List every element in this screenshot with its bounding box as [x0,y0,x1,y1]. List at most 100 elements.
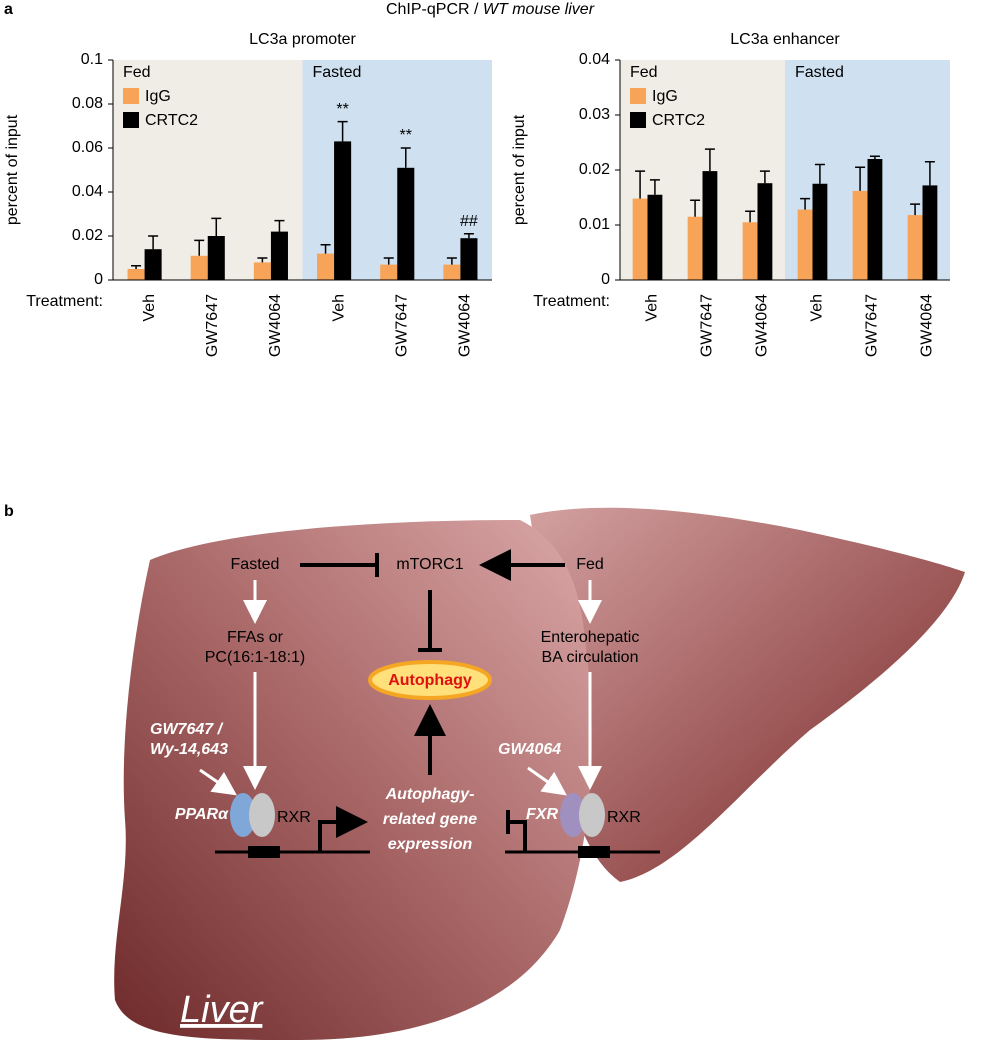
error-bar [446,257,457,265]
legend-swatch [630,112,646,128]
error-bar [148,235,159,250]
panel-label: b [4,503,14,520]
node: PC(16:1-18:1) [205,649,306,666]
bar [757,183,773,280]
region-label: Fed [630,64,658,81]
y-tick-label: 0.1 [81,51,103,68]
node: PPARα [175,806,229,823]
node: Fed [576,556,604,573]
x-tick-label: GW7647 [204,294,221,357]
error-bar [814,163,825,184]
error-bar [800,197,811,210]
y-tick-label: 0 [601,271,610,288]
suptitle: ChIP-qPCR / WT mouse liver [386,1,595,18]
x-tick-label: GW7647 [699,294,716,357]
node: GW7647 / [150,721,224,738]
region-label: Fed [123,64,151,81]
annotation: ** [336,101,348,118]
bar [852,190,868,280]
bar [647,194,663,280]
error-bar [635,170,646,199]
dna-site [578,846,610,858]
dna-site [248,846,280,858]
chart-title: LC3a promoter [249,31,356,48]
y-tick-label: 0.02 [579,161,610,178]
bar [907,215,923,280]
liver-lobe [530,507,965,882]
legend-label: CRTC2 [145,112,198,129]
protein [560,793,586,837]
error-bar [274,219,285,232]
bar [317,253,335,280]
x-tick-label: Veh [809,294,826,322]
bar [702,171,718,280]
x-tick-label: Veh [644,294,661,322]
error-bar [910,203,921,216]
liver-lobe [114,520,592,1040]
annotation: ** [400,127,412,144]
x-tick-label: GW4064 [919,294,936,357]
diagram: b Fasted mTORC1 Fed Autophagy FFAs or PC… [4,503,965,1040]
error-bar [337,120,348,142]
legend-swatch [123,112,139,128]
error-bar [320,244,331,254]
node: Enterohepatic [541,629,640,646]
y-tick-label: 0.06 [72,139,103,156]
organ-label: Liver [180,989,264,1031]
node: BA circulation [542,649,639,666]
protein [249,793,275,837]
y-axis-label: percent of input [4,114,21,225]
region-label: Fasted [313,64,362,81]
node: expression [388,836,473,853]
y-tick-label: 0.04 [72,183,103,200]
x-tick-label: Veh [330,294,347,322]
error-bar [690,199,701,217]
bar [812,183,828,280]
promoter-arrow [318,806,368,852]
error-bar [924,161,935,186]
node: Autophagy- [385,786,475,803]
bar [687,216,703,280]
x-tick-label: GW4064 [267,294,284,357]
error-bar [131,264,142,269]
bar [742,222,758,280]
error-bar [194,239,205,256]
edge [199,768,237,796]
legend-label: IgG [145,88,171,105]
bar [190,255,208,280]
x-tick-label: GW4064 [754,294,771,357]
bar [270,231,288,280]
legend-swatch [123,88,139,104]
y-tick-label: 0.04 [579,51,610,68]
bar [144,249,162,280]
bar [207,236,225,280]
suptitle-part: WT mouse liver [483,1,595,18]
node: FFAs or [227,629,284,646]
protein [230,793,256,837]
bar [253,262,271,280]
node: FXR [526,806,558,823]
legend-label: IgG [652,88,678,105]
legend-swatch [630,88,646,104]
bar [867,159,883,280]
x-tick-label: GW7647 [393,294,410,357]
y-tick-label: 0.02 [72,227,103,244]
error-bar [704,148,715,172]
error-bar [745,210,756,223]
y-tick-label: 0.08 [72,95,103,112]
error-bar [383,257,394,265]
bar [632,198,648,280]
x-axis-label: Treatment: [26,293,103,310]
chart-title: LC3a enhancer [730,31,840,48]
error-bar [463,233,474,239]
error-bar [759,170,770,184]
node: RXR [607,809,641,826]
bar [380,264,398,280]
bar [334,141,352,280]
error-bar [400,147,411,168]
cloud [368,660,492,700]
x-tick-label: GW7647 [864,294,881,357]
node: RXR [277,809,311,826]
edge [527,766,567,796]
